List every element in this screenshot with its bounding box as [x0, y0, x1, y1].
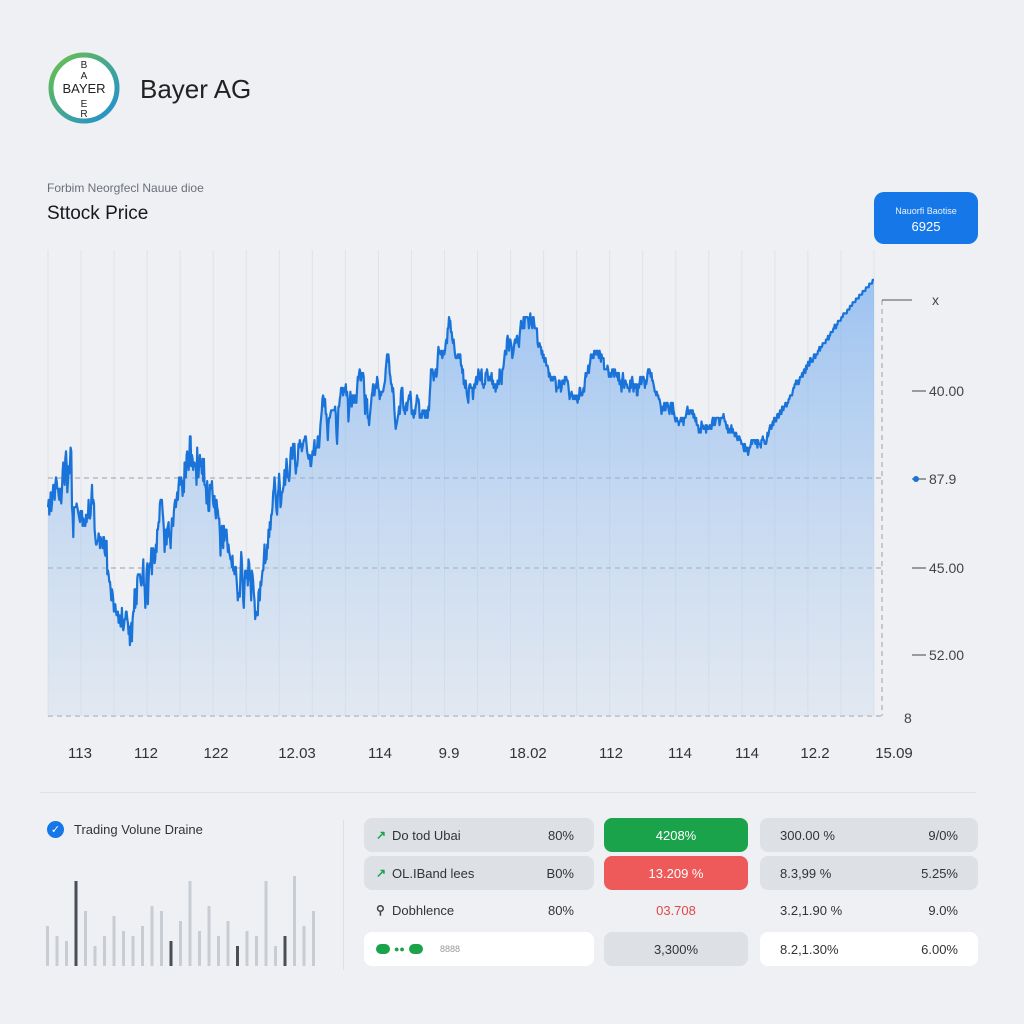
volume-bar: [46, 926, 49, 966]
x-tick-label: 18.02: [509, 745, 547, 762]
stats-row-1-col1: 80%: [547, 827, 574, 843]
volume-bar: [84, 911, 87, 966]
price-area: [48, 279, 874, 716]
check-icon[interactable]: ✓: [47, 821, 64, 838]
stats-row-4-col3: 8.2,1.30%: [780, 941, 839, 957]
volume-bar: [217, 936, 220, 966]
y-tick-label: 87.9: [929, 471, 956, 487]
section-divider: [40, 792, 976, 793]
price-badge-label: Nauorfi Baotise: [895, 206, 957, 216]
svg-text:A: A: [81, 71, 88, 82]
y-tick-label: 8: [904, 710, 912, 726]
x-tick-label: 12.2: [800, 745, 829, 762]
volume-bar: [302, 926, 306, 966]
price-line: [46, 278, 875, 647]
chart-subtitle: Forbim Neorgfecl Nauue dioe: [47, 181, 204, 195]
volume-bar: [169, 941, 173, 966]
volume-bar: [93, 946, 97, 966]
svg-text:E: E: [81, 99, 88, 110]
stats-row-2-label[interactable]: ↗ OL.IBand lees B0%: [364, 856, 594, 890]
stats-row-2-col4: 5.25%: [921, 865, 958, 881]
chart-title: Sttock Price: [47, 203, 149, 224]
x-tick-label: 122: [203, 745, 228, 762]
current-price-badge[interactable]: Nauorfi Baotise 6925: [874, 192, 978, 244]
stats-row-4-col4: 6.00%: [921, 941, 958, 957]
stats-row-1-col4: 9/0%: [928, 827, 958, 843]
volume-bar: [65, 941, 68, 966]
volume-bar: [150, 906, 154, 966]
trend-icon: ↗: [376, 828, 387, 842]
x-tick-label: 12.03: [278, 745, 316, 762]
volume-bar: [131, 936, 135, 966]
volume-bar: [74, 881, 78, 966]
bayer-logo: BAYER B A E R: [48, 52, 120, 124]
volume-bar: [264, 881, 268, 966]
stats-row-4-right[interactable]: 8.2,1.30% 6.00%: [760, 932, 978, 966]
stats-row-4-col2[interactable]: 3,300%: [604, 932, 748, 966]
stats-row-3-right[interactable]: 3.2,1.90 % 9.0%: [760, 893, 978, 927]
link-icon: ⚲: [376, 903, 385, 917]
volume-bar: [103, 936, 106, 966]
x-tick-label: 114: [735, 745, 759, 762]
y-tick-label: 45.00: [929, 560, 964, 576]
x-tick-label: 9.9: [439, 745, 460, 762]
stats-row-3-col4: 9.0%: [928, 902, 958, 918]
volume-bar: [236, 946, 239, 966]
stats-row-3-col1: 80%: [547, 902, 574, 918]
volume-bar: [55, 936, 59, 966]
current-dot: [913, 476, 919, 482]
stats-row-1-col3: 300.00 %: [780, 827, 835, 843]
x-tick-label: 114: [668, 745, 692, 762]
volume-bar: [179, 921, 182, 966]
volume-title: Trading Volune Draine: [74, 822, 203, 837]
stats-row-1-col2[interactable]: 4208%: [604, 818, 748, 852]
logo-text: BAYER: [62, 81, 105, 96]
stats-row-2-right[interactable]: 8.3,99 % 5.25%: [760, 856, 978, 890]
x-tick-label: 112: [134, 745, 158, 762]
volume-chart: [46, 876, 315, 966]
volume-bar: [141, 926, 144, 966]
stats-row-1-right[interactable]: 300.00 % 9/0%: [760, 818, 978, 852]
volume-bar: [198, 931, 201, 966]
volume-bar: [255, 936, 258, 966]
x-tick-label: 15.09: [875, 745, 913, 762]
volume-header: ✓ Trading Volune Draine: [47, 821, 203, 838]
volume-bar: [283, 936, 287, 966]
volume-bar: [122, 931, 125, 966]
stock-price-chart[interactable]: x 40.00 87.9 45.00 52.00 8 113 112 122 12.03 114 9.…: [0, 230, 1024, 770]
stats-row-3-col3: 3.2,1.90 %: [780, 902, 843, 918]
y-tick-label: x: [932, 292, 939, 308]
price-badge-value: 6925: [911, 219, 941, 234]
volume-bar: [112, 916, 116, 966]
volume-bar: [245, 931, 249, 966]
svg-text:R: R: [80, 109, 87, 120]
x-tick-label: 113: [68, 745, 92, 762]
x-tick-label: 114: [368, 745, 392, 762]
x-tick-label: 112: [599, 745, 623, 762]
stats-row-4-label[interactable]: ●● 8888: [364, 932, 594, 966]
toggle-pills: ●●: [376, 944, 427, 954]
volume-bar: [160, 911, 163, 966]
y-tick-label: 52.00: [929, 647, 964, 663]
trend-icon: ↗: [376, 866, 387, 880]
volume-bar: [293, 876, 296, 966]
volume-bar: [207, 906, 211, 966]
stats-row-1-label[interactable]: ↗ Do tod Ubai 80%: [364, 818, 594, 852]
stats-row-2-col2[interactable]: 13.209 %: [604, 856, 748, 890]
volume-bar: [188, 881, 192, 966]
stats-row-3-label[interactable]: ⚲ Dobhlence 80%: [376, 902, 574, 918]
y-tick-label: 40.00: [929, 383, 964, 399]
volume-bar: [226, 921, 230, 966]
volume-bar: [274, 946, 277, 966]
volume-bar: [312, 911, 315, 966]
company-name: Bayer AG: [140, 74, 252, 104]
stats-row-2-col3: 8.3,99 %: [780, 865, 832, 881]
svg-text:B: B: [81, 60, 88, 71]
stats-row-3-col2[interactable]: 03.708: [656, 902, 696, 918]
vertical-divider: [343, 820, 344, 970]
stats-row-2-col1: B0%: [546, 865, 574, 881]
